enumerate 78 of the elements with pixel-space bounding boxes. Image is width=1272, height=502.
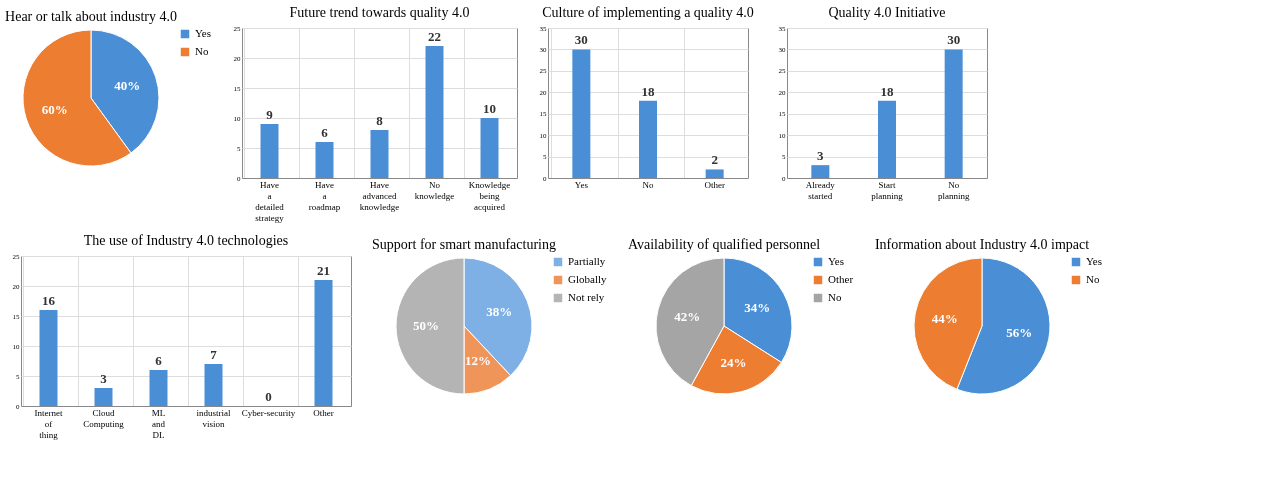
bar: [314, 280, 333, 406]
bar: [370, 130, 389, 178]
data-label: 42%: [674, 308, 701, 324]
x-tick-label: Cloud Computing: [83, 407, 125, 429]
data-label: 16: [42, 293, 56, 308]
bar: [425, 46, 444, 178]
data-label: 38%: [486, 304, 513, 320]
chart-title: Quality 4.0 Initiative: [828, 5, 946, 20]
x-tick-label: Have a detailed strategy: [255, 179, 285, 223]
legend-label: No: [195, 45, 209, 57]
legend-label: Yes: [828, 255, 845, 267]
bar: [149, 370, 168, 406]
data-label: 18: [641, 83, 655, 99]
chart-title: Culture of implementing a quality 4.0: [542, 5, 754, 20]
x-tick-label: Knowledge being acquired: [468, 179, 511, 212]
chart-title: Availability of qualified personnel: [627, 237, 821, 252]
chart-title: Information about Industry 4.0 impact: [874, 237, 1090, 252]
data-label: 34%: [744, 299, 771, 315]
x-tick-label: No planning: [937, 179, 970, 201]
x-tick-label: Already started: [805, 179, 836, 201]
x-tick-label: Other: [313, 407, 334, 418]
bar: [705, 169, 724, 178]
legend-label: No: [1086, 273, 1100, 285]
data-label: 18: [880, 83, 894, 99]
data-label: 30: [574, 32, 588, 48]
data-label: 30: [947, 32, 961, 48]
bar: [944, 49, 963, 178]
x-tick-label: No knowledge: [414, 179, 455, 201]
chart-title: The use of Industry 4.0 technologies: [83, 233, 289, 248]
data-label: 24%: [720, 354, 747, 370]
data-label: 56%: [1006, 325, 1033, 341]
x-tick-label: Other: [704, 179, 725, 190]
chart-title: Future trend towards quality 4.0: [289, 5, 470, 20]
bar: [260, 124, 279, 178]
data-label: 21: [317, 263, 330, 278]
legend-label: Globally: [568, 273, 607, 285]
data-label: 44%: [931, 310, 958, 326]
legend-label: Yes: [195, 27, 212, 39]
x-tick-label: industrial vision: [196, 407, 231, 429]
x-tick-label: Internet of thing: [34, 407, 63, 440]
x-tick-label: No: [642, 179, 654, 190]
data-label: 2: [711, 152, 718, 168]
x-tick-label: Have advanced knowledge: [359, 179, 400, 212]
chart-title: Hear or talk about industry 4.0: [5, 9, 177, 24]
bar: [39, 310, 58, 406]
data-label: 6: [155, 353, 163, 368]
bar: [572, 49, 591, 178]
bar: [315, 142, 334, 178]
data-label: 6: [321, 125, 329, 140]
bar: [811, 165, 830, 178]
legend-label: Other: [828, 273, 854, 285]
data-label: 50%: [413, 318, 439, 333]
bar: [480, 118, 499, 178]
x-tick-label: Have a roadmap: [308, 179, 341, 212]
chart-title: Support for smart manufacturing: [372, 237, 556, 252]
bar: [639, 100, 657, 178]
x-tick-label: Cyber-security: [241, 407, 296, 418]
x-tick-label: Start planning: [871, 179, 904, 201]
data-label: 22: [428, 29, 441, 44]
data-label: 7: [210, 347, 218, 362]
data-label: 9: [266, 107, 274, 122]
legend-label: No: [828, 291, 842, 303]
x-tick-label: ML and DL: [151, 407, 166, 440]
legend-label: Yes: [1086, 255, 1103, 267]
bar: [204, 364, 223, 406]
data-label: 3: [100, 371, 108, 386]
data-label: 8: [376, 113, 384, 128]
data-label: 60%: [41, 101, 68, 117]
bar: [878, 100, 896, 178]
data-label: 10: [483, 101, 496, 116]
bar: [94, 388, 113, 406]
data-label: 0: [265, 389, 272, 404]
x-tick-label: Yes: [574, 179, 589, 190]
legend-label: Not rely: [568, 291, 605, 303]
data-label: 40%: [114, 78, 141, 94]
legend-label: Partially: [568, 255, 606, 267]
data-label: 3: [817, 148, 825, 164]
data-label: 12%: [464, 353, 491, 369]
